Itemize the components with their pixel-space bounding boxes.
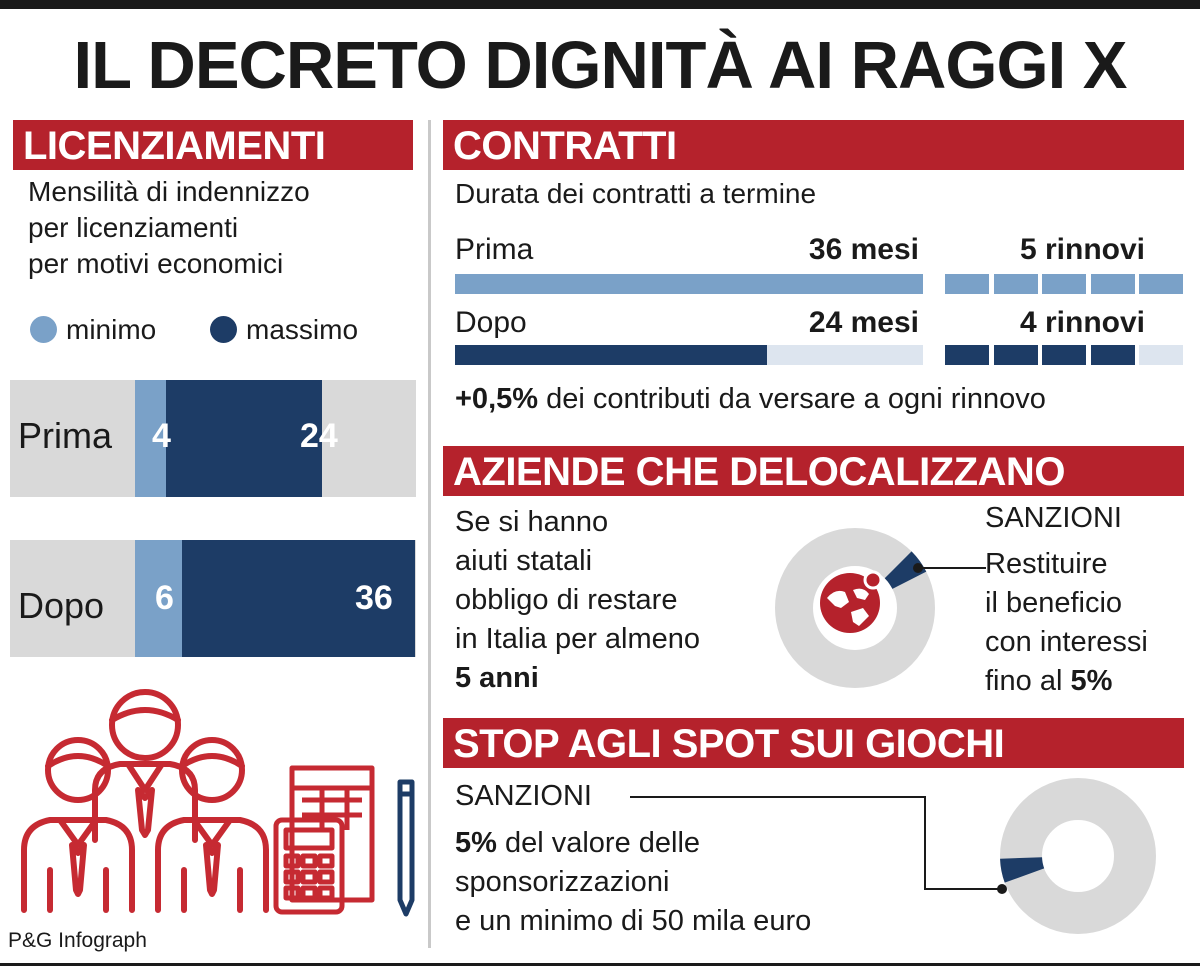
top-rule [0,0,1200,9]
globe-icon [820,570,883,633]
aziende-sanzioni-label: SANZIONI [985,502,1122,534]
licenziamenti-subtitle-line-1: Mensilità di indennizzo [28,176,310,207]
aziende-sanzioni-line-2: il beneficio [985,587,1123,619]
giochi-donut-chart [1000,778,1156,934]
renewal-segment [1091,345,1135,365]
legend-minimo-swatch [30,316,57,343]
licenziamenti-header: LICENZIAMENTI [13,120,413,170]
contratti-note: +0,5% dei contributi da versare a ogni r… [455,382,1046,417]
aziende-text-line-4: in Italia per almeno [455,623,701,655]
legend-massimo-swatch [210,316,237,343]
aziende-donut-chart [775,528,935,688]
calculator-icon [273,765,415,917]
bottom-rule [0,963,1200,966]
contratti-duration-dopo: 24 mesi [808,306,919,339]
bar-value-dopo-massimo: 36 [355,579,393,617]
giochi-line-1-rest: del valore delle [496,827,701,859]
bar-value-dopo-minimo: 6 [155,579,174,617]
contratti-duration-prima: 36 mesi [808,233,919,266]
aziende-donut-remainder [775,528,935,688]
bar-value-prima-minimo: 4 [152,417,171,455]
contratti-row-label-dopo: Dopo [455,306,527,339]
bar-label-dopo: Dopo [18,585,105,626]
aziende-sanzioni-last: fino al [985,665,1071,697]
licenziamenti-subtitle-line-2: per licenziamenti [28,212,239,243]
giochi-donut-remainder [1000,778,1156,934]
people-icon [21,689,269,913]
aziende-text-bold: 5 anni [455,662,539,694]
renewal-segment [945,345,989,365]
contratti-subtitle: Durata dei contratti a termine [455,178,817,209]
legend-minimo-label: minimo [66,314,157,345]
giochi-line-1: 5% del valore delle [455,826,700,861]
renewal-segment [994,345,1038,365]
renewal-segment [1042,345,1086,365]
aziende-text-line-1: Se si hanno [455,506,609,538]
aziende-sanzioni-last-bold: 5% [1070,665,1113,697]
giochi-header: STOP AGLI SPOT SUI GIOCHI [443,718,1184,768]
aziende-sanzioni-line-1: Restituire [985,548,1108,580]
giochi-donut-slice [1000,857,1045,883]
page-title: IL DECRETO DIGNITÀ AI RAGGI X [73,28,1127,103]
months-bar-dopo [455,345,767,365]
aziende-connector-line [913,563,986,573]
renewal-segment [1139,274,1183,294]
renewal-segment [945,274,989,294]
bar-prima-minimo [135,380,166,497]
aziende-sanzioni-line-3: con interessi [985,626,1148,658]
renewal-segment [1091,274,1135,294]
bar-dopo-minimo [135,540,182,657]
aziende-text-line-3: obbligo di restare [455,584,678,616]
giochi-sanzioni-label: SANZIONI [455,780,592,812]
bar-label-prima: Prima [18,415,113,456]
bar-dopo-massimo [182,540,415,657]
giochi-connector-line [630,796,1007,894]
contratti-note-bold: +0,5% [455,383,539,415]
renewal-segment [1139,345,1183,365]
contratti-note-rest: dei contributi da versare a ogni rinnovo [538,383,1046,415]
giochi-line-1-bold: 5% [455,827,497,859]
aziende-header: AZIENDE CHE DELOCALIZZANO [443,446,1184,496]
months-bar-prima [455,274,923,294]
bar-prima-massimo [166,380,322,497]
contratti-renewals-dopo: 4 rinnovi [1019,306,1145,339]
renewal-segment [994,274,1038,294]
column-divider [428,120,431,948]
contratti-header: CONTRATTI [443,120,1184,170]
aziende-text-line-2: aiuti statali [455,545,593,577]
renewal-segment [1042,274,1086,294]
giochi-line-2: sponsorizzazioni [455,866,670,898]
bar-value-prima-massimo: 24 [300,417,338,455]
giochi-line-3: e un minimo di 50 mila euro [455,905,812,937]
licenziamenti-subtitle-line-3: per motivi economici [28,248,284,279]
credit-text: P&G Infograph [8,929,147,952]
aziende-sanzioni-line-4: fino al 5% [985,664,1112,699]
legend-massimo-label: massimo [246,314,359,345]
aziende-donut-slice [884,551,927,589]
contratti-renewals-prima: 5 rinnovi [1019,233,1145,266]
contratti-row-label-prima: Prima [455,233,534,266]
